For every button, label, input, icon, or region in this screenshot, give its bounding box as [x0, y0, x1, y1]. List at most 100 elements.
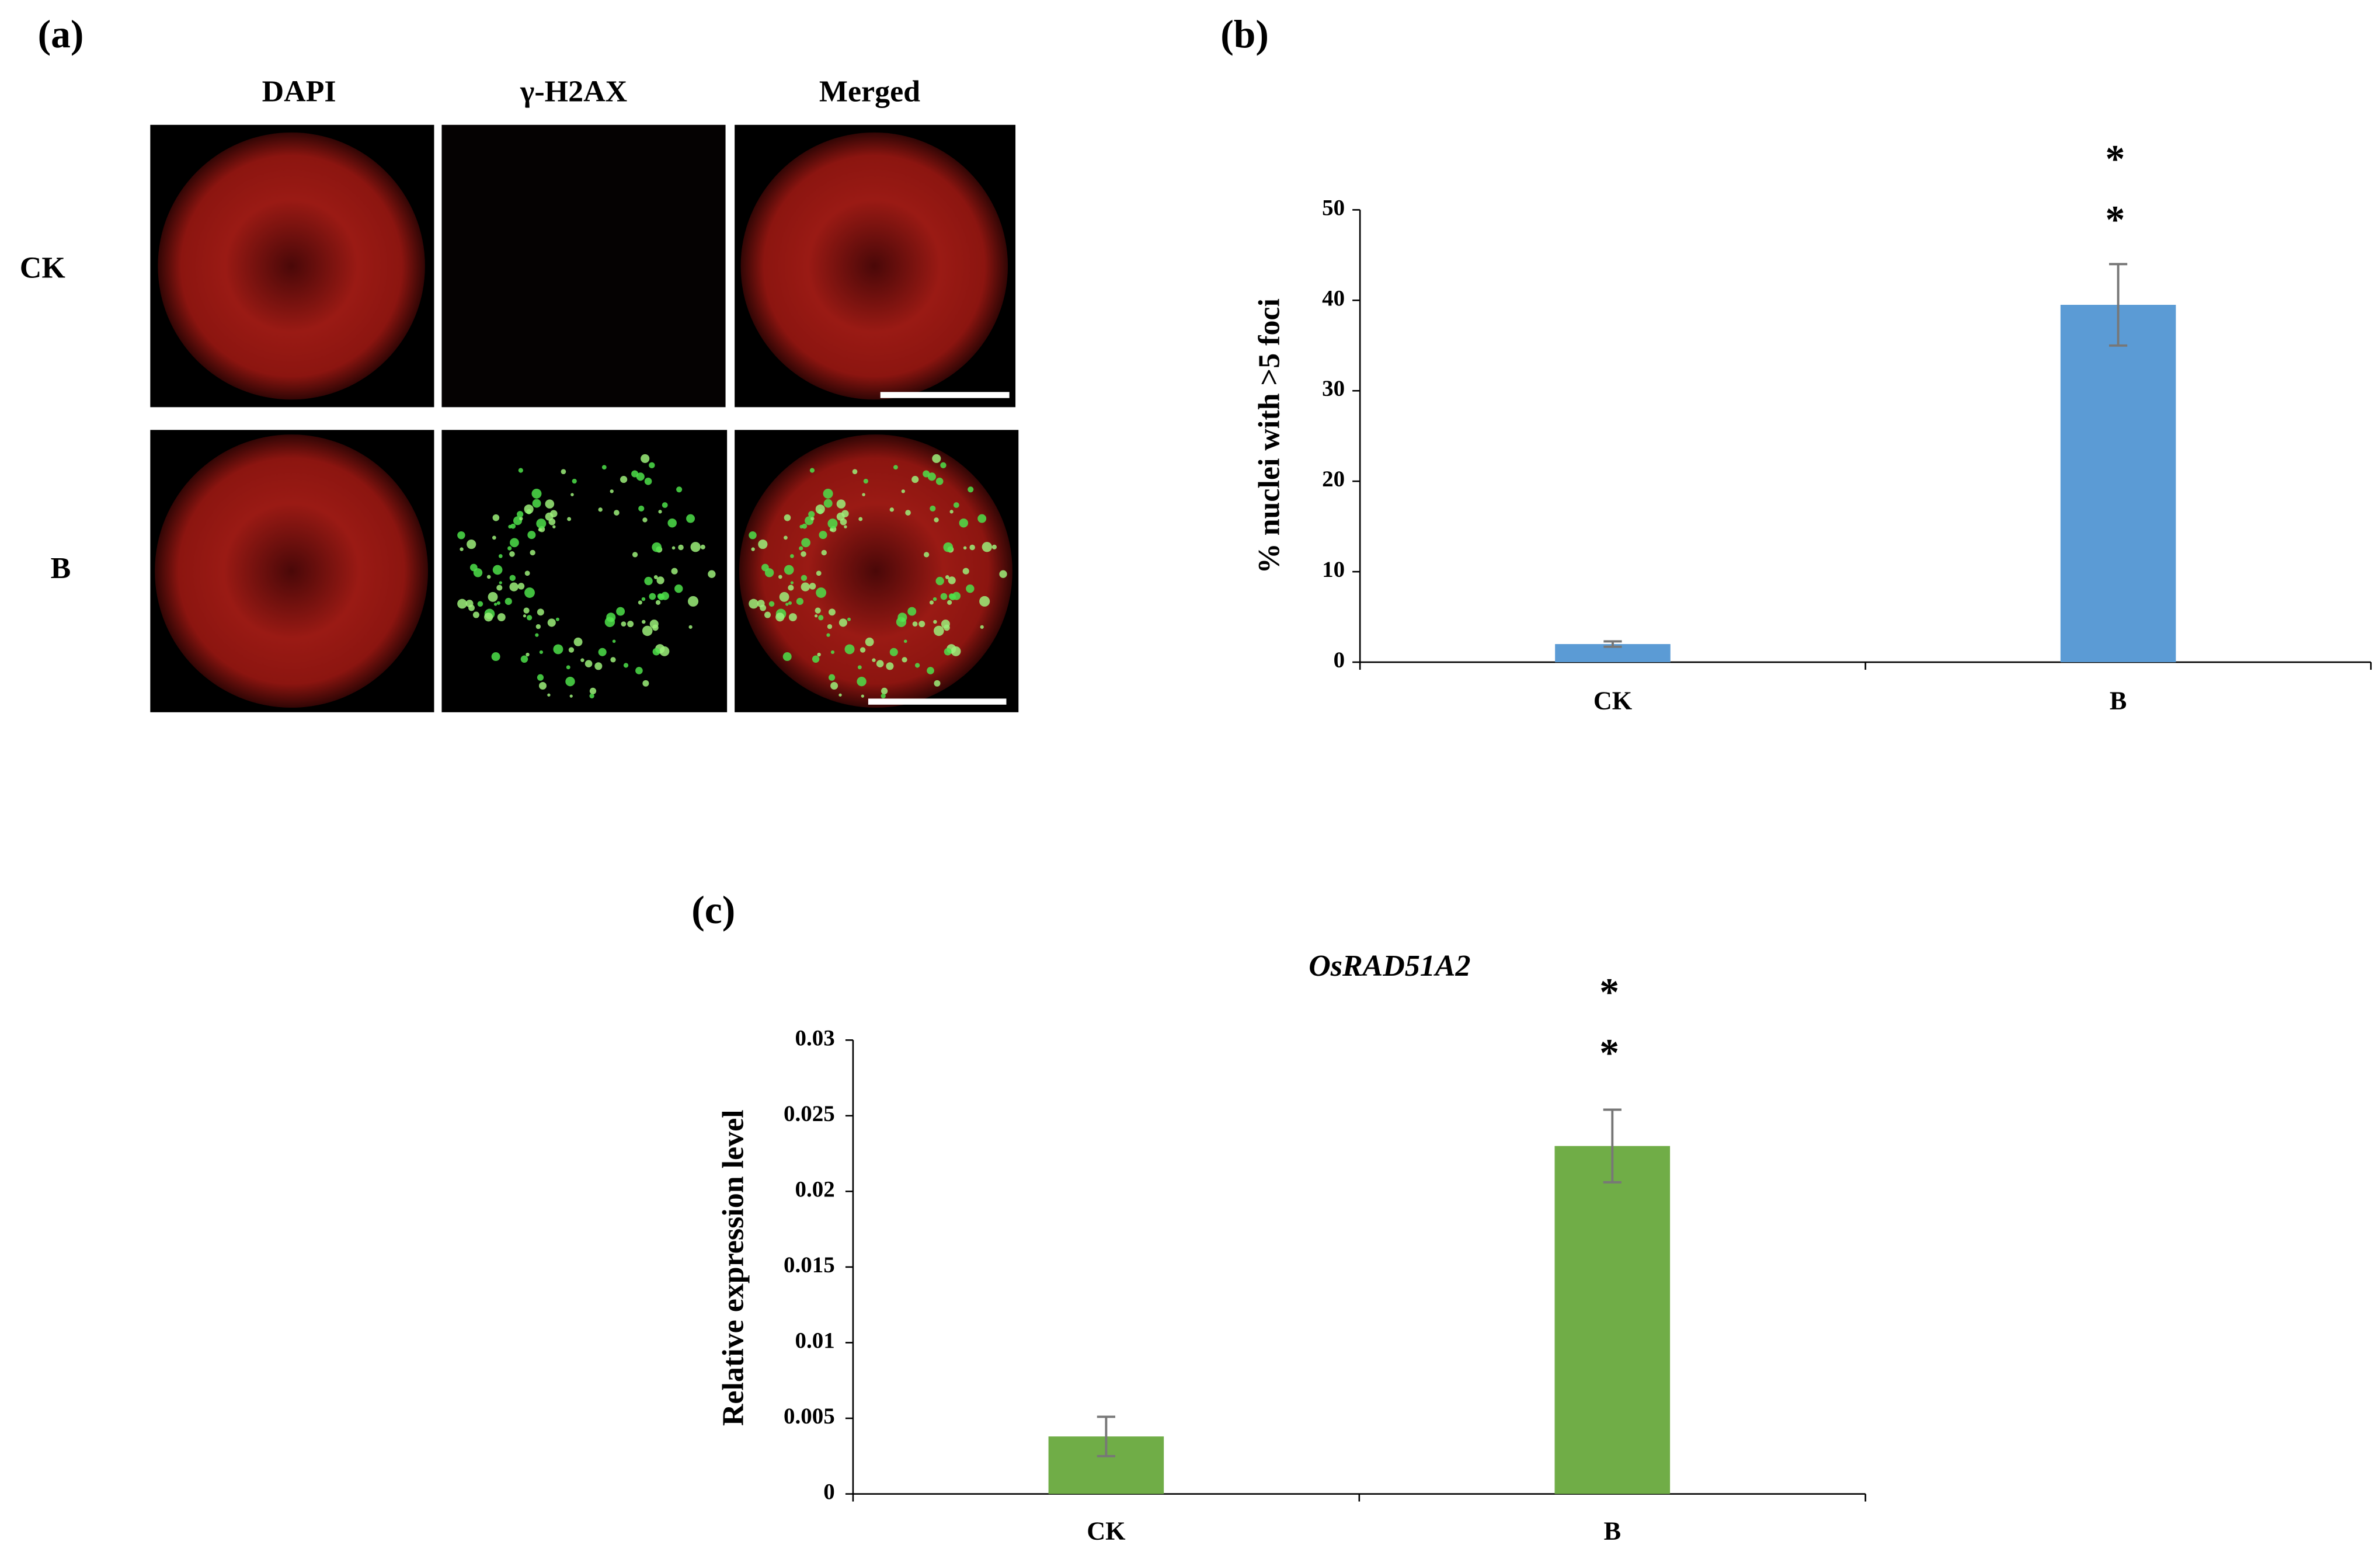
focus — [457, 531, 465, 540]
focus — [944, 648, 952, 656]
micrographs — [150, 124, 1019, 712]
focus — [508, 524, 512, 529]
focus — [667, 518, 677, 528]
focus — [962, 568, 969, 575]
focus — [827, 624, 833, 629]
focus — [948, 593, 955, 599]
focus — [844, 644, 855, 655]
focus — [857, 676, 867, 687]
y-axis-label: Relative expression level — [717, 1109, 750, 1426]
focus — [977, 514, 987, 523]
focus — [775, 613, 785, 622]
row-label: B — [51, 552, 71, 585]
focus — [527, 615, 533, 621]
focus — [523, 607, 530, 614]
focus — [627, 621, 634, 628]
focus — [517, 511, 524, 518]
significance-mark: * — [1599, 1031, 1619, 1074]
focus — [484, 613, 493, 622]
focus — [537, 608, 544, 616]
focus — [901, 489, 905, 493]
focus — [493, 603, 497, 606]
focus — [784, 535, 788, 540]
focus — [790, 554, 794, 558]
focus — [934, 625, 944, 636]
focus — [760, 604, 767, 611]
focus — [979, 596, 990, 607]
focus — [968, 486, 974, 493]
focus — [784, 514, 791, 521]
focus — [947, 600, 952, 605]
focus — [827, 519, 838, 529]
focus — [686, 514, 695, 523]
focus — [863, 478, 868, 484]
x-tick-label: CK — [1087, 1516, 1126, 1545]
focus — [642, 620, 646, 624]
focus — [903, 639, 907, 643]
focus — [612, 639, 616, 643]
focus — [801, 538, 810, 548]
y-tick-label: 50 — [1322, 195, 1345, 220]
nucleus — [158, 132, 425, 400]
focus — [768, 601, 775, 607]
focus — [567, 517, 572, 521]
focus — [662, 502, 668, 508]
focus — [963, 546, 967, 550]
focus — [876, 660, 884, 668]
column-label: γ-H2AX — [520, 75, 627, 109]
focus — [457, 598, 467, 609]
focus — [623, 663, 629, 668]
y-tick-label: 0.02 — [795, 1177, 834, 1202]
focus — [959, 518, 969, 528]
x-tick-label: CK — [1593, 686, 1633, 715]
focus — [949, 510, 954, 514]
focus — [934, 680, 941, 687]
focus — [467, 540, 476, 549]
focus — [801, 551, 806, 557]
focus — [491, 652, 500, 662]
focus — [589, 693, 594, 699]
focus — [927, 472, 936, 481]
focus — [636, 472, 645, 481]
focus — [523, 614, 527, 618]
significance-mark: * — [1599, 970, 1619, 1014]
focus — [897, 613, 907, 622]
focus — [782, 652, 792, 662]
focus — [799, 546, 803, 551]
focus — [969, 544, 975, 551]
focus — [566, 665, 570, 670]
focus — [796, 597, 803, 606]
y-tick-label: 30 — [1322, 376, 1345, 401]
focus — [472, 611, 479, 618]
focus — [809, 583, 816, 590]
focus — [524, 504, 534, 514]
focus — [507, 546, 512, 551]
focus — [761, 563, 769, 572]
focus — [815, 607, 821, 614]
focus — [838, 618, 847, 627]
focus — [509, 582, 519, 591]
focus — [860, 647, 866, 653]
focus — [527, 531, 536, 540]
focus — [830, 681, 838, 690]
focus — [589, 687, 597, 695]
focus — [644, 576, 653, 586]
focus — [934, 517, 939, 523]
focus — [802, 523, 808, 529]
focus — [751, 547, 755, 551]
focus — [641, 454, 650, 463]
focus — [658, 510, 662, 514]
focus — [911, 475, 919, 483]
focus — [492, 535, 496, 540]
focus — [801, 582, 810, 591]
focus — [758, 540, 768, 549]
focus — [945, 575, 949, 579]
focus — [816, 587, 827, 598]
column-label: Merged — [819, 75, 920, 109]
scale-bar — [868, 698, 1007, 705]
focus — [561, 469, 566, 475]
focus — [810, 516, 815, 521]
focus — [912, 621, 918, 627]
focus — [638, 600, 642, 605]
focus — [690, 542, 701, 552]
